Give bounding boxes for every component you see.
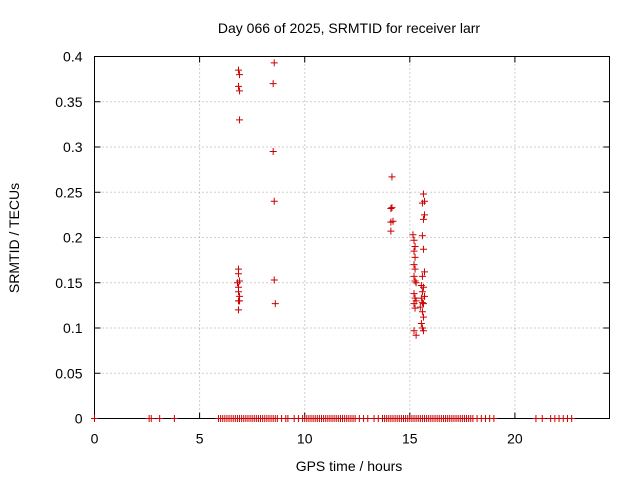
- zero-data-point: [147, 415, 155, 422]
- zero-data-point: [364, 415, 372, 422]
- data-point: [411, 243, 419, 251]
- data-point: [410, 261, 418, 269]
- axis-ticks: [94, 56, 610, 419]
- x-tick-label: 0: [91, 431, 99, 447]
- data-point: [418, 308, 426, 316]
- y-tick-label: 0.4: [63, 49, 83, 65]
- data-point: [411, 304, 419, 312]
- data-point: [417, 294, 425, 302]
- data-point: [234, 288, 242, 296]
- data-point: [419, 300, 427, 308]
- y-tick-label: 0.1: [63, 320, 83, 336]
- data-point: [236, 87, 244, 95]
- y-tick-label: 0.35: [55, 94, 82, 110]
- data-point: [411, 253, 419, 261]
- data-point: [419, 215, 427, 223]
- data-point: [236, 297, 244, 305]
- data-point: [410, 300, 418, 308]
- data-point: [270, 276, 278, 284]
- data-point: [410, 290, 418, 298]
- data-point: [418, 199, 426, 207]
- data-point: [418, 288, 426, 296]
- data-point: [269, 148, 277, 156]
- y-tick-label: 0: [75, 411, 83, 427]
- data-point: [270, 59, 278, 67]
- x-tick-label: 20: [507, 431, 523, 447]
- zero-data-point: [91, 415, 98, 422]
- data-point: [410, 272, 418, 280]
- data-point: [236, 116, 244, 124]
- data-point: [387, 205, 395, 213]
- data-point: [389, 217, 397, 225]
- x-tick-label: 15: [402, 431, 418, 447]
- data-point: [421, 211, 429, 219]
- data-point: [419, 327, 427, 335]
- data-point: [233, 279, 241, 287]
- data-point: [388, 173, 396, 181]
- zero-data-point: [490, 415, 498, 422]
- x-axis-label: GPS time / hours: [296, 458, 403, 474]
- data-point: [388, 204, 396, 212]
- data-point: [269, 80, 277, 88]
- data-point: [411, 277, 419, 285]
- data-point: [234, 66, 242, 74]
- tick-labels: 0 0.05 0.1 0.15 0.2 0.25 0.3 0.35 0.4 0 5 10 15 20: [55, 49, 523, 447]
- zero-data-point: [532, 415, 540, 422]
- data-point: [412, 279, 420, 287]
- data-point: [417, 319, 425, 327]
- data-point: [410, 327, 418, 335]
- data-points: [91, 59, 576, 422]
- y-tick-label: 0.05: [55, 365, 82, 381]
- data-point: [412, 331, 420, 339]
- data-point: [387, 227, 395, 235]
- data-point: [409, 231, 417, 239]
- zero-data-point: [284, 415, 292, 422]
- data-point: [419, 245, 427, 253]
- chart-title: Day 066 of 2025, SRMTID for receiver lar…: [218, 20, 481, 36]
- data-point: [419, 283, 427, 291]
- data-point: [234, 82, 242, 90]
- data-point: [234, 270, 242, 278]
- data-point: [418, 232, 426, 240]
- data-point: [419, 313, 427, 321]
- grid-lines: [94, 56, 610, 419]
- zero-data-point: [538, 415, 546, 422]
- zero-data-point: [156, 415, 164, 422]
- data-point: [236, 71, 244, 79]
- data-point: [271, 300, 279, 308]
- data-point: [270, 197, 278, 205]
- data-point: [418, 272, 426, 280]
- plot-frame: [94, 56, 610, 419]
- y-tick-label: 0.3: [63, 139, 83, 155]
- data-point: [419, 190, 427, 198]
- y-axis-label: SRMTID / TECUs: [6, 183, 22, 293]
- y-tick-label: 0.15: [55, 275, 82, 291]
- data-point: [418, 299, 426, 307]
- data-point: [234, 306, 242, 314]
- x-tick-label: 10: [297, 431, 313, 447]
- y-tick-label: 0.25: [55, 184, 82, 200]
- zero-data-point: [170, 415, 178, 422]
- zero-data-point: [568, 415, 576, 422]
- data-point: [421, 292, 429, 300]
- data-point: [410, 236, 418, 244]
- data-point: [421, 268, 429, 276]
- y-tick-label: 0.2: [63, 230, 83, 246]
- data-point: [416, 303, 424, 311]
- x-tick-label: 5: [196, 431, 204, 447]
- data-point: [411, 265, 419, 273]
- data-point: [410, 247, 418, 255]
